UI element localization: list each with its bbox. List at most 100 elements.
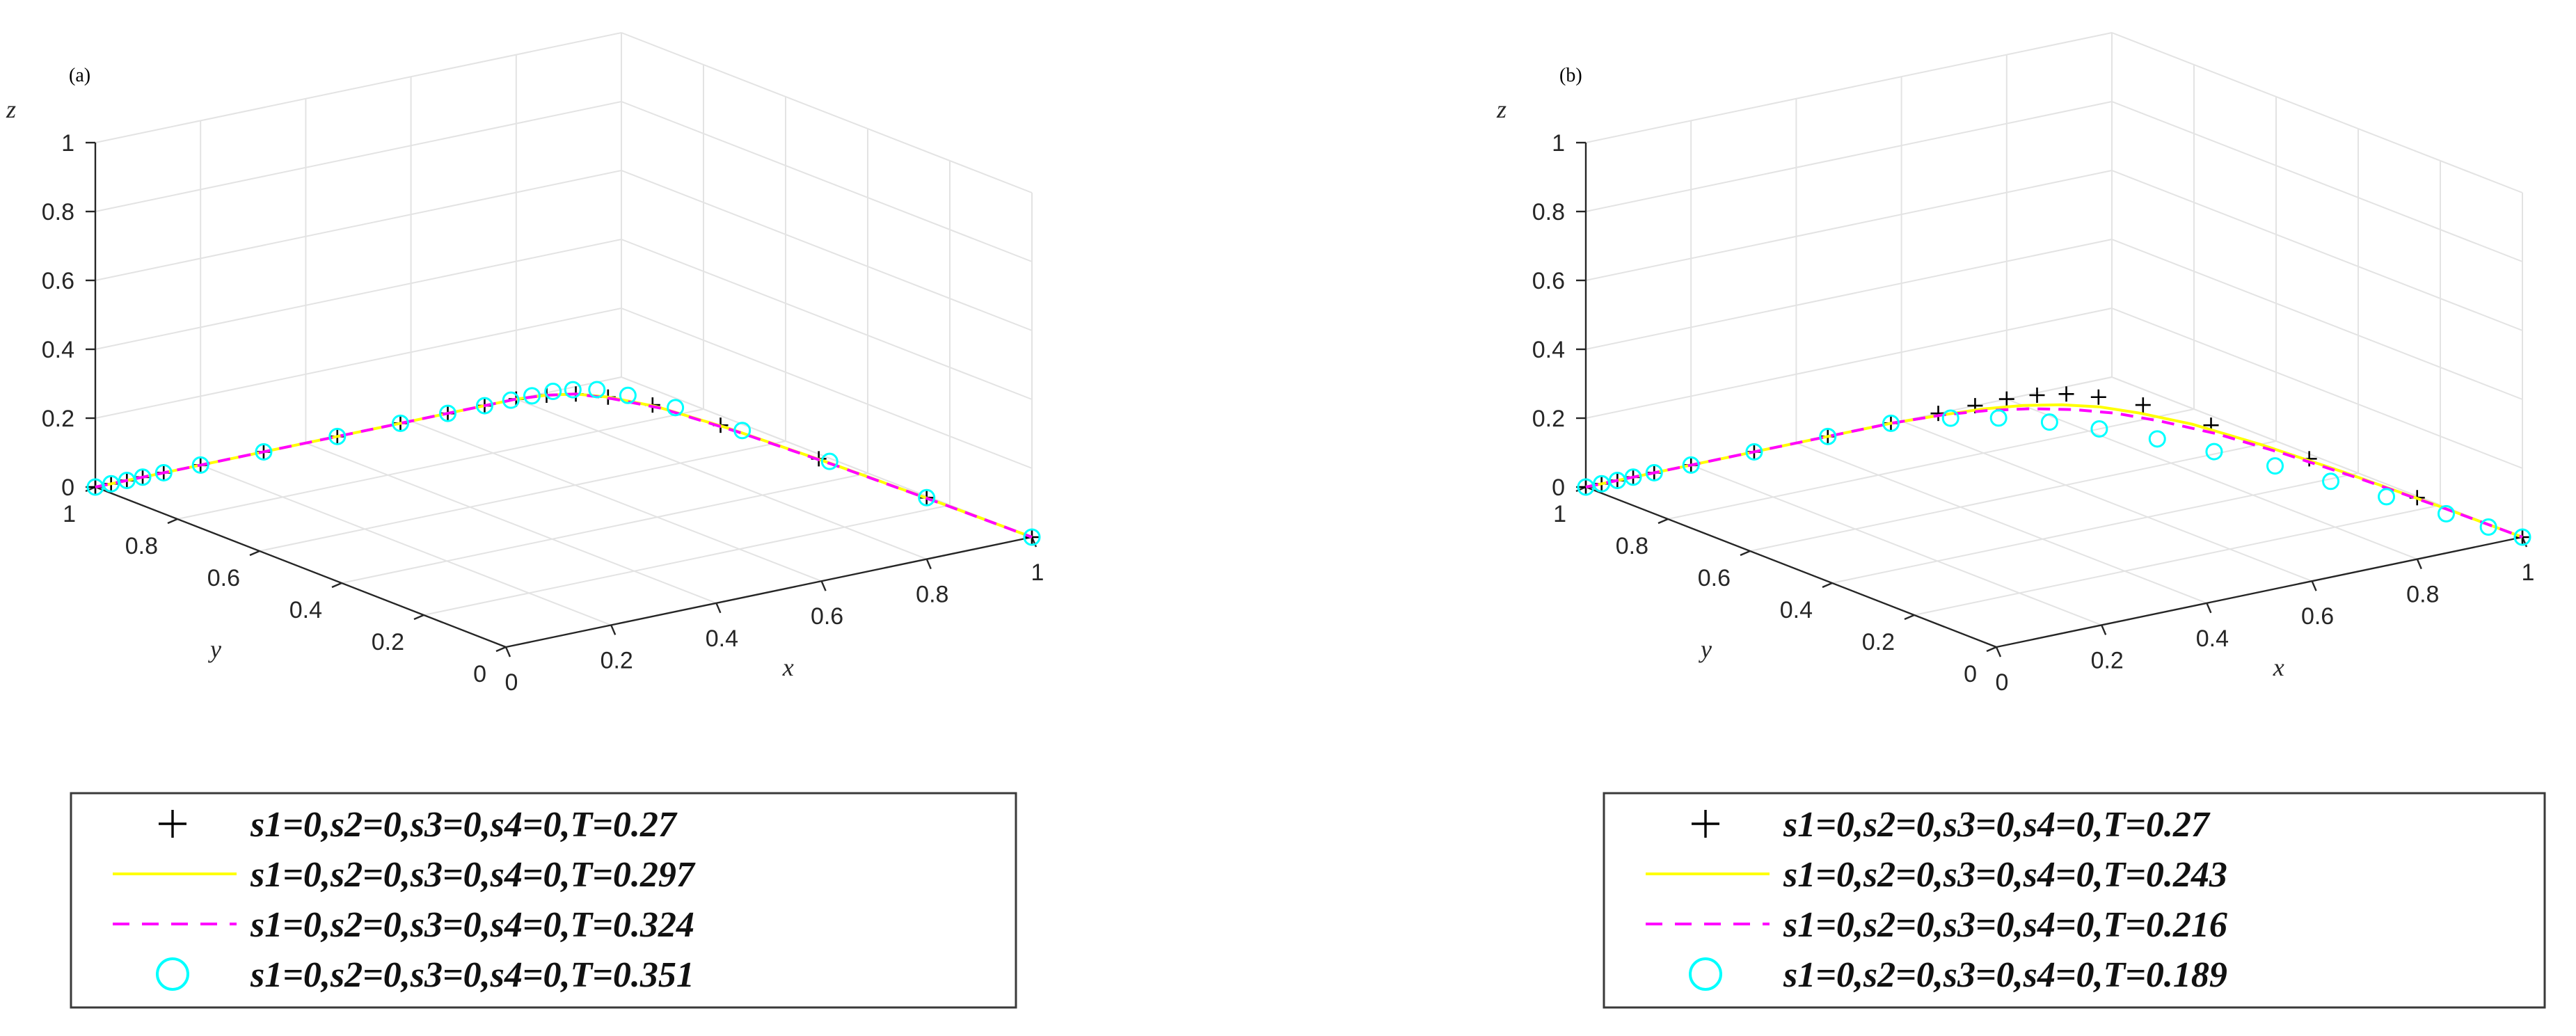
y-tick-label: 0.8 [125, 533, 158, 559]
x-tick-label: 1 [1031, 559, 1044, 586]
gridline-floor-x-1 [1690, 464, 2102, 626]
y-tick-mark [1986, 646, 1997, 653]
gridline-wall-x-z-3 [2111, 170, 2523, 331]
z-tick-label: 0 [1552, 475, 1565, 501]
series-3-point-16 [2322, 472, 2340, 491]
z-tick-label: 0.6 [1532, 268, 1565, 294]
gridline-floor-y-4 [177, 408, 704, 520]
gridline-wall-y-z-1 [1585, 308, 2113, 419]
series-3-point-9 [439, 404, 457, 422]
gridline-wall-y-z-2 [1585, 239, 2113, 350]
series-3-point-10 [475, 397, 493, 415]
gridline-floor-y-3 [1749, 440, 2277, 552]
panel-a-legend-entry-2: s1=0,s2=0,s3=0,s4=0,T=0.324 [250, 905, 694, 945]
z-tick-label: 0.4 [42, 337, 74, 363]
y-tick-mark [1822, 582, 1833, 589]
series-3-point-6 [255, 443, 273, 461]
gridline-floor-y-2 [1831, 472, 2359, 584]
z-tick-label: 0.2 [1532, 406, 1565, 432]
gridline-floor-x-4 [2006, 398, 2418, 560]
legend-circle-icon [1689, 957, 1722, 991]
gridline-floor-x-4 [516, 398, 928, 560]
gridline-wall-x-z-1 [621, 308, 1033, 469]
y-tick-label: 0.6 [207, 565, 240, 591]
y-tick-mark [495, 646, 507, 653]
gridline-wall-y-z-5 [1585, 32, 2113, 143]
series-0-point-15 [2135, 397, 2151, 413]
y-tick-label: 1 [63, 501, 76, 527]
series-2-line [95, 392, 1033, 539]
y-tick-label: 0.2 [1862, 629, 1895, 655]
series-3-point-18 [2437, 504, 2455, 523]
x-tick-label: 0.6 [2301, 603, 2334, 630]
panel-b-xlabel: x [2273, 653, 2284, 681]
y-tick-mark [1904, 614, 1915, 621]
panel-a-legend-entry-0: s1=0,s2=0,s3=0,s4=0,T=0.27 [250, 805, 678, 845]
gridline-wall-y-z-4 [95, 101, 622, 212]
series-2-line [1585, 407, 2523, 539]
series-3-point-13 [544, 383, 562, 401]
x-tick-mark [715, 603, 722, 614]
series-3-point-14 [2205, 443, 2223, 461]
y-tick-mark [413, 614, 424, 621]
series-3-point-19 [820, 452, 838, 470]
z-tick-label: 0.6 [42, 268, 74, 294]
y-tick-mark [249, 550, 260, 557]
x-tick-mark [610, 624, 617, 635]
y-tick-mark [167, 518, 178, 525]
z-tick-label: 0.8 [42, 199, 74, 225]
series-3-point-7 [1819, 427, 1837, 445]
y-tick-label: 0.8 [1616, 533, 1648, 559]
x-tick-mark [2416, 559, 2422, 570]
panel-b-legend-box [1603, 792, 2546, 1009]
series-3-point-12 [2090, 420, 2108, 438]
gridline-wall-x-z-5 [621, 32, 1033, 193]
series-3-point-5 [1682, 456, 1700, 474]
series-3-point-15 [588, 381, 606, 399]
series-3-point-1 [1593, 475, 1611, 493]
y-tick-mark [331, 582, 342, 589]
gridline-wall-x-z-4 [2111, 101, 2523, 262]
legend-circle-icon [156, 957, 189, 991]
panel-a-legend-symbols [113, 810, 237, 991]
series-3-point-8 [391, 414, 409, 432]
y-tick-label: 0.4 [289, 597, 322, 623]
series-3-point-4 [154, 463, 173, 481]
panel-b-label: (b) [1559, 65, 1582, 86]
panel-b-legend: s1=0,s2=0,s3=0,s4=0,T=0.27 s1=0,s2=0,s3=… [1603, 792, 2546, 1009]
gridline-wall-y-z-4 [1585, 101, 2113, 212]
x-axis-line [1996, 536, 2523, 648]
gridline-floor-y-3 [259, 440, 786, 552]
gridline-floor-x-3 [411, 420, 822, 582]
y-tick-mark [1657, 518, 1669, 525]
panel-a-xlabel: x [782, 653, 794, 681]
panel-b-legend-entry-0: s1=0,s2=0,s3=0,s4=0,T=0.27 [1783, 805, 2211, 845]
series-3-point-14 [564, 381, 582, 399]
panel-a-axes: 00.20.40.60.8100.20.40.60.8100.20.40.60.… [42, 130, 1044, 696]
z-tick-label: 0 [61, 475, 74, 501]
gridline-wall-y-z-3 [1585, 170, 2113, 281]
series-3-point-7 [328, 427, 347, 445]
x-tick-label: 0 [505, 669, 518, 696]
series-3-point-9 [1941, 409, 1959, 427]
gridline-wall-x-z-3 [621, 170, 1033, 331]
gridline-wall-y-z-3 [95, 170, 622, 281]
gridline-floor-x-3 [1901, 420, 2312, 582]
z-tick-label: 1 [61, 130, 74, 157]
x-tick-mark [2311, 580, 2317, 591]
gridline-floor-y-4 [1667, 408, 2195, 520]
panel-a-data [86, 381, 1041, 546]
gridline-wall-x-z-2 [2111, 239, 2523, 400]
series-3-point-19 [2479, 518, 2497, 536]
x-tick-label: 0.2 [601, 647, 633, 674]
x-tick-label: 0.8 [916, 582, 948, 608]
panel-b: 00.20.40.60.8100.20.40.60.8100.20.40.60.… [1496, 32, 2546, 1009]
series-3-point-17 [2378, 488, 2396, 506]
panel-a-grid [95, 32, 1033, 648]
panel-a: 00.20.40.60.8100.20.40.60.8100.20.40.60.… [6, 32, 1044, 1009]
series-3-point-12 [523, 387, 541, 405]
series-3-point-4 [1645, 463, 1663, 481]
series-0-point-13 [2058, 386, 2074, 402]
z-tick-label: 1 [1552, 130, 1565, 157]
